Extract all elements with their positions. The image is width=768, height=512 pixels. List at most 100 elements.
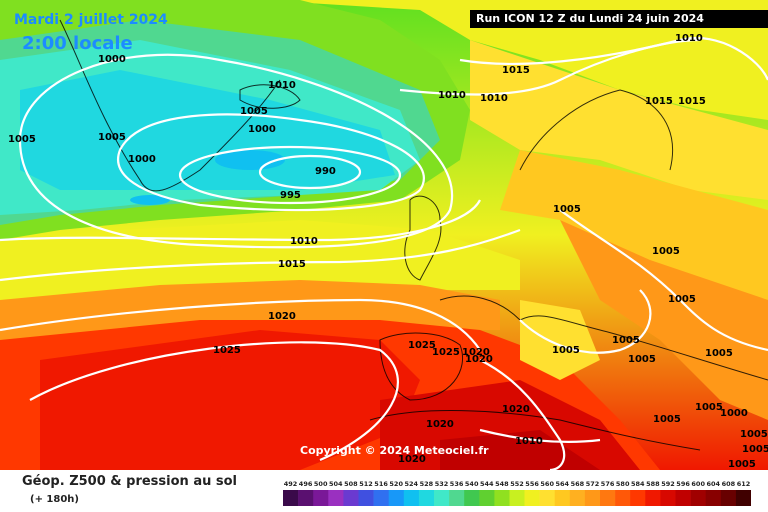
scale-swatch: [418, 490, 435, 506]
scale-tick-label: 600: [691, 480, 705, 488]
scale-tick-label: 568: [571, 480, 585, 488]
europe-coast: [439, 295, 768, 381]
isobar-label: 1005: [653, 414, 681, 425]
isobar-label: 1015: [678, 96, 706, 107]
iberia-coast: [379, 332, 464, 401]
scale-swatch: [283, 490, 299, 506]
scale-swatch: [343, 490, 359, 506]
isobar-label: 1015: [278, 259, 306, 270]
low-center-blue: [215, 150, 285, 170]
scale-tick-label: 516: [374, 480, 388, 488]
band-lightyellow-east: [470, 40, 768, 200]
isobar-1010-africa: [479, 428, 601, 444]
scale-swatch: [630, 490, 646, 506]
isobar-label: 1005: [8, 134, 36, 145]
scale-tick-label: 564: [556, 480, 570, 488]
scale-swatch: [705, 490, 722, 506]
scale-swatch: [584, 490, 601, 506]
scale-swatch: [388, 490, 405, 506]
scale-tick-label: 552: [510, 480, 524, 488]
isobar-1000: [117, 113, 425, 212]
isobar-label: 1005: [695, 402, 723, 413]
scale-tick-label: 528: [420, 480, 434, 488]
band-darkred-south: [40, 330, 420, 470]
scale-tick-label: 548: [495, 480, 509, 488]
scale-tick-label: 592: [661, 480, 675, 488]
scale-swatch: [509, 490, 525, 506]
color-scale: 492 496 500 504 508 512 516 520 524 528 532 536 540 5…: [283, 480, 751, 506]
band-yellow-alps: [520, 300, 600, 380]
isobar-label: 995: [280, 190, 301, 201]
scale-swatch: [494, 490, 510, 506]
forecast-date: Mardi 2 juillet 2024: [14, 12, 168, 28]
isobar-label: 1015: [645, 96, 673, 107]
isobar-label: 1000: [128, 154, 156, 165]
isobar-1005-alps: [519, 289, 652, 354]
scale-tick-label: 596: [676, 480, 690, 488]
scale-swatch: [660, 490, 676, 506]
scale-tick-label: 612: [737, 480, 751, 488]
isobar-1015: [0, 228, 521, 282]
isobar-label: 1010: [268, 80, 296, 91]
scale-swatch: [675, 490, 691, 506]
isobar-label: 1005: [612, 335, 640, 346]
isobar-label: 1020: [426, 419, 454, 430]
scale-tick-label: 512: [359, 480, 373, 488]
scale-tick-label: 508: [344, 480, 358, 488]
scale-tick-label: 532: [435, 480, 449, 488]
scale-swatch: [464, 490, 480, 506]
isobar-label: 1010: [480, 93, 508, 104]
scale-swatch: [554, 490, 571, 506]
scale-tick-label: 524: [405, 480, 419, 488]
scale-tick-label: 584: [631, 480, 645, 488]
isobar-label: 1020: [465, 354, 493, 365]
scale-swatch: [434, 490, 450, 506]
iceland-coast: [239, 84, 301, 109]
scale-swatch: [645, 490, 661, 506]
scale-tick-label: 604: [707, 480, 721, 488]
band-orange-east: [500, 150, 768, 300]
model-run-banner: Run ICON 12 Z du Lundi 24 juin 2024: [470, 10, 768, 28]
scale-tick-label: 496: [299, 480, 313, 488]
isobar-990: [258, 154, 362, 190]
scale-tick-label: 544: [480, 480, 494, 488]
isobar-labels: 1000 1005 1010 1005 1000 1005 1000 990 9…: [8, 33, 768, 470]
africa-coast: [369, 410, 701, 451]
isobar-label: 1025: [432, 347, 460, 358]
copyright-text: Copyright © 2024 Meteociel.fr: [300, 444, 489, 457]
low-center-blue-2: [130, 195, 170, 205]
scale-tick-label: 576: [601, 480, 615, 488]
scale-swatch: [449, 490, 465, 506]
isobar-label: 1010: [675, 33, 703, 44]
isobar-label: 1005: [240, 106, 268, 117]
scale-tick-label: 536: [450, 480, 464, 488]
isobar-label: 1000: [720, 408, 748, 419]
scale-swatch: [539, 490, 555, 506]
scale-swatch: [569, 490, 586, 506]
scandinavia-coast: [519, 89, 674, 171]
isobar-label: 990: [315, 166, 336, 177]
isobar-label: 1010: [438, 90, 466, 101]
scale-tick-label: 556: [525, 480, 539, 488]
isobar-label: 1005: [98, 132, 126, 143]
scale-tick-label: 572: [586, 480, 600, 488]
forecast-time: 2:00 locale: [22, 33, 133, 54]
isobar-label: 1005: [668, 294, 696, 305]
scale-swatch: [615, 490, 631, 506]
scale-tick-label: 588: [646, 480, 660, 488]
band-deep-africa: [440, 430, 600, 470]
legend-subtitle: (+ 180h): [30, 494, 79, 505]
scale-swatch: [690, 490, 706, 506]
isobar-label: 1010: [515, 436, 543, 447]
geopotential-bands: [0, 0, 768, 470]
isobar-label: 1005: [628, 354, 656, 365]
isobar-label: 1020: [268, 311, 296, 322]
scale-tick-label: 580: [616, 480, 630, 488]
isobar-995: [178, 145, 402, 205]
scale-swatch: [313, 490, 329, 506]
scale-tick-label: 520: [389, 480, 403, 488]
isobar-1010: [0, 199, 481, 242]
scale-swatch: [735, 490, 751, 506]
scale-swatch: [358, 490, 374, 506]
scale-swatch: [720, 490, 737, 506]
